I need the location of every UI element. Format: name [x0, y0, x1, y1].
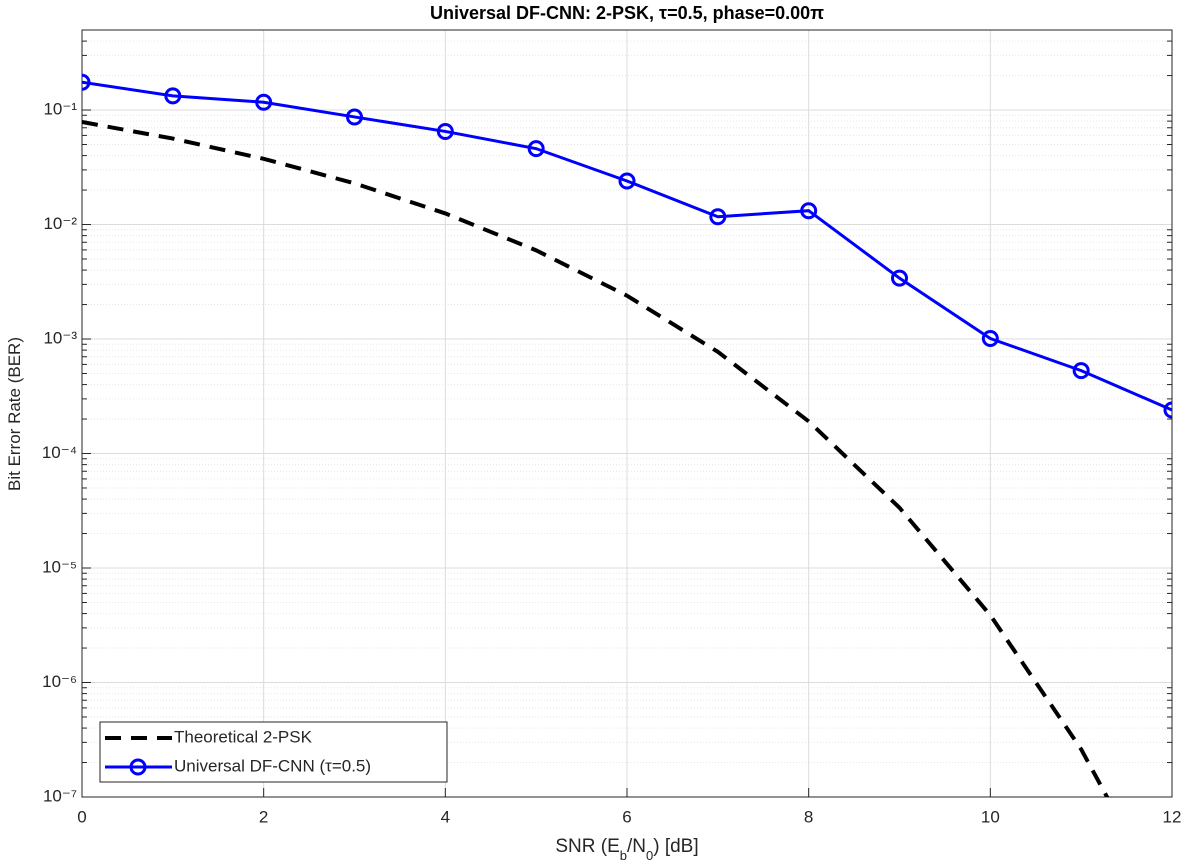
data-point — [82, 73, 91, 91]
x-tick-label: 2 — [259, 807, 268, 826]
data-point — [527, 140, 545, 158]
x-tick-label: 8 — [804, 807, 813, 826]
series-line — [82, 120, 1110, 797]
y-tick-label: 10⁻¹ — [43, 100, 77, 119]
x-axis-label: SNR (Eb/N0) [dB] — [555, 836, 698, 861]
plot-frame — [81, 29, 1173, 798]
data-point — [981, 330, 999, 348]
plot-area — [82, 73, 1172, 797]
x-tick-label: 6 — [622, 807, 631, 826]
x-axis-label-part: /N — [627, 836, 646, 857]
y-tick-label: 10⁻² — [43, 214, 77, 233]
legend-marker — [129, 758, 147, 776]
y-tick-label: 10⁻³ — [43, 329, 77, 348]
data-point — [618, 172, 636, 190]
data-point — [1072, 362, 1090, 380]
y-tick-label: 10⁻⁷ — [43, 786, 77, 805]
data-point — [346, 108, 363, 126]
x-tick-label: 4 — [441, 807, 450, 826]
legend-label: Theoretical 2-PSK — [174, 727, 313, 746]
data-point — [164, 87, 182, 105]
x-tick-label: 10 — [981, 807, 1000, 826]
chart-title: Universal DF-CNN: 2-PSK, τ=0.5, phase=0.… — [430, 3, 824, 23]
legend-box — [99, 721, 448, 783]
data-point — [709, 208, 727, 226]
data-point — [891, 269, 908, 287]
x-axis-label-part: ) [dB] — [653, 836, 698, 857]
data-point — [255, 93, 273, 111]
legend-label: Universal DF-CNN (τ=0.5) — [174, 756, 371, 775]
x-axis-label-part: SNR (E — [555, 836, 619, 857]
data-point — [800, 202, 818, 220]
y-tick-label: 10⁻⁴ — [42, 443, 77, 462]
y-tick-label: 10⁻⁶ — [42, 672, 77, 691]
y-axis-label: Bit Error Rate (BER) — [5, 337, 24, 491]
x-tick-label: 0 — [77, 807, 86, 826]
series-line — [82, 80, 1172, 412]
x-axis-label-part: 0 — [646, 848, 653, 861]
data-point — [436, 122, 454, 140]
data-point — [1163, 401, 1172, 419]
x-tick-label: 12 — [1163, 807, 1182, 826]
x-axis-label-part: b — [620, 848, 627, 861]
y-tick-label: 10⁻⁵ — [42, 557, 77, 576]
